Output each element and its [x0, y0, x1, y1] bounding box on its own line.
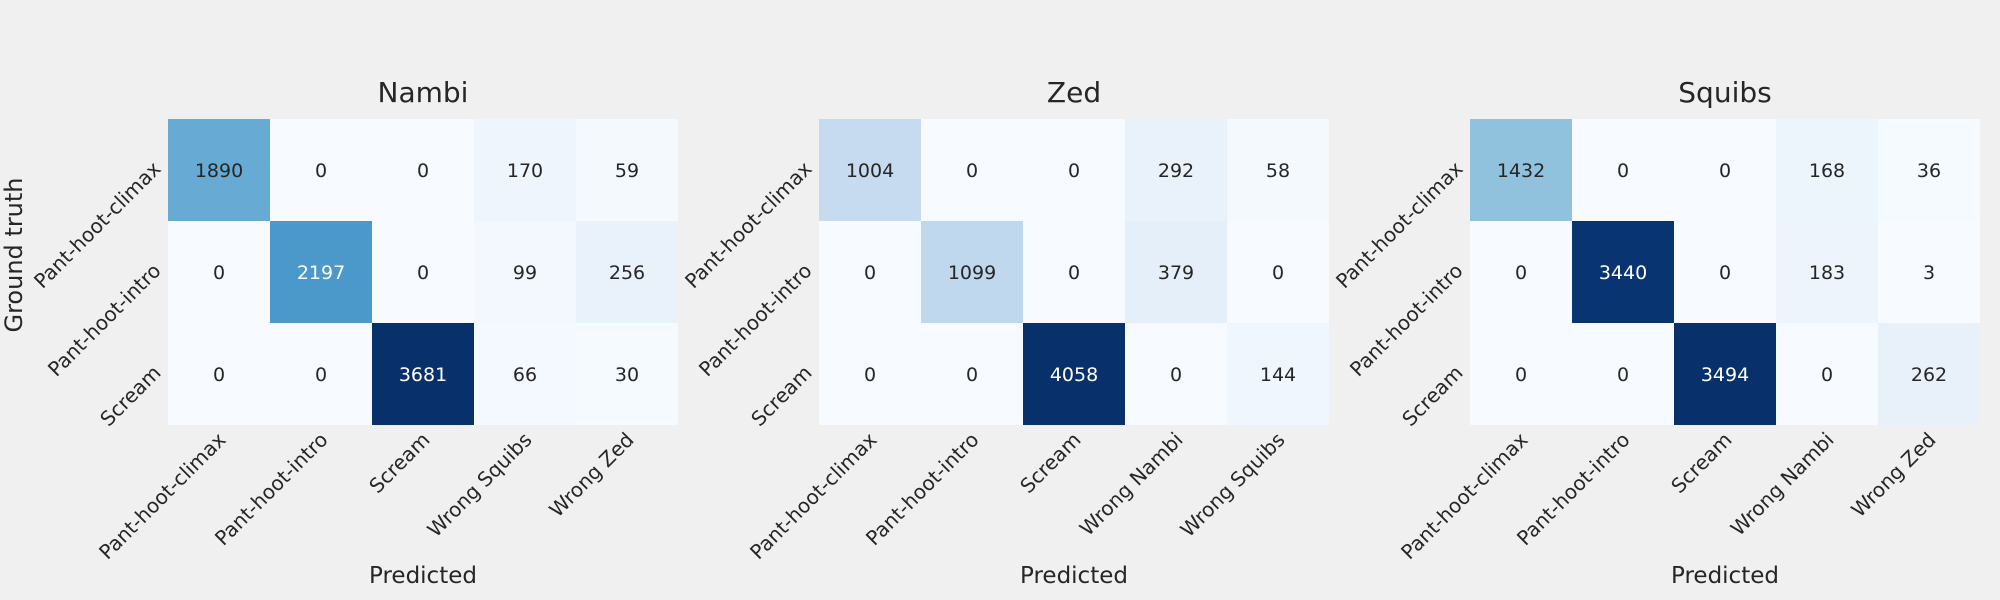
heatmap-cell: [1878, 221, 1980, 323]
cell-value-label: 0: [966, 364, 978, 386]
cell-value-label: 0: [315, 364, 327, 386]
cell-value-label: 0: [1719, 262, 1731, 284]
cell-value-label: 0: [1617, 364, 1629, 386]
heatmap-cell: [1878, 119, 1980, 221]
cell-value-label: 1004: [846, 160, 894, 182]
heatmap-cell: [168, 323, 270, 425]
heatmap-cell: [1470, 221, 1572, 323]
cell-value-label: 4058: [1050, 364, 1098, 386]
heatmap-cell: [474, 221, 576, 323]
cell-value-label: 3681: [399, 364, 447, 386]
heatmap-cell: [1572, 221, 1674, 323]
x-axis-label: Predicted: [369, 563, 477, 589]
heatmap-cell: [1776, 323, 1878, 425]
cell-value-label: 0: [213, 262, 225, 284]
cell-value-label: 0: [417, 160, 429, 182]
cell-value-label: 0: [864, 364, 876, 386]
heatmap-cell: [819, 323, 921, 425]
heatmap-cell: [1776, 119, 1878, 221]
heatmap-cell: [1470, 323, 1572, 425]
cell-value-label: 0: [1617, 160, 1629, 182]
heatmap-cell: [1023, 221, 1125, 323]
cell-value-label: 168: [1809, 160, 1845, 182]
cell-value-label: 0: [864, 262, 876, 284]
cell-value-label: 0: [966, 160, 978, 182]
heatmap-cell: [1023, 323, 1125, 425]
heatmap-cell: [1674, 119, 1776, 221]
cell-value-label: 0: [1170, 364, 1182, 386]
heatmap-cell: [1125, 221, 1227, 323]
heatmap-cell: [474, 323, 576, 425]
heatmap-cell: [1674, 323, 1776, 425]
heatmap-cell: [921, 119, 1023, 221]
cell-value-label: 144: [1260, 364, 1296, 386]
heatmap-cell: [1125, 119, 1227, 221]
heatmap-cell: [168, 221, 270, 323]
cell-value-label: 379: [1158, 262, 1194, 284]
heatmap-cell: [1125, 323, 1227, 425]
figure-ylabel: Ground truth: [0, 177, 28, 332]
cell-value-label: 3494: [1701, 364, 1749, 386]
heatmap-cell: [1572, 323, 1674, 425]
cell-value-label: 0: [1821, 364, 1833, 386]
heatmap-cell: [1776, 221, 1878, 323]
cell-value-label: 0: [1515, 262, 1527, 284]
heatmap-cell: [372, 323, 474, 425]
panel-title: Squibs: [1678, 76, 1771, 109]
cell-value-label: 0: [213, 364, 225, 386]
cell-value-label: 2197: [297, 262, 345, 284]
heatmap-cell: [168, 119, 270, 221]
cell-value-label: 183: [1809, 262, 1845, 284]
x-axis-label: Predicted: [1671, 563, 1779, 589]
heatmap-cell: [819, 119, 921, 221]
heatmap-cell: [1227, 119, 1329, 221]
heatmap-cell: [372, 119, 474, 221]
cell-value-label: 1099: [948, 262, 996, 284]
heatmap-cell: [576, 323, 678, 425]
cell-value-label: 0: [417, 262, 429, 284]
heatmap-cell: [1227, 221, 1329, 323]
heatmap-cell: [1674, 221, 1776, 323]
heatmap-cell: [1572, 119, 1674, 221]
cell-value-label: 58: [1266, 160, 1290, 182]
heatmap-cell: [270, 323, 372, 425]
heatmap-cell: [576, 221, 678, 323]
cell-value-label: 36: [1917, 160, 1941, 182]
heatmap-cell: [921, 323, 1023, 425]
panel-title: Zed: [1047, 76, 1101, 109]
heatmap-cell: [1470, 119, 1572, 221]
cell-value-label: 262: [1911, 364, 1947, 386]
cell-value-label: 0: [1515, 364, 1527, 386]
cell-value-label: 66: [513, 364, 537, 386]
heatmap-cell: [921, 221, 1023, 323]
heatmap-cell: [819, 221, 921, 323]
heatmap-cell: [474, 119, 576, 221]
heatmap-cell: [1878, 323, 1980, 425]
cell-value-label: 0: [315, 160, 327, 182]
heatmap-cell: [270, 119, 372, 221]
panel-title: Nambi: [378, 76, 469, 109]
cell-value-label: 99: [513, 262, 537, 284]
heatmap-cell: [270, 221, 372, 323]
cell-value-label: 0: [1068, 160, 1080, 182]
heatmap-cell: [576, 119, 678, 221]
cell-value-label: 1890: [195, 160, 243, 182]
cell-value-label: 0: [1068, 262, 1080, 284]
cell-value-label: 256: [609, 262, 645, 284]
cell-value-label: 30: [615, 364, 639, 386]
cell-value-label: 0: [1719, 160, 1731, 182]
cell-value-label: 59: [615, 160, 639, 182]
cell-value-label: 292: [1158, 160, 1194, 182]
x-axis-label: Predicted: [1020, 563, 1128, 589]
heatmap-cell: [1023, 119, 1125, 221]
cell-value-label: 3440: [1599, 262, 1647, 284]
cell-value-label: 3: [1923, 262, 1935, 284]
heatmap-cell: [372, 221, 474, 323]
cell-value-label: 170: [507, 160, 543, 182]
cell-value-label: 1432: [1497, 160, 1545, 182]
heatmap-cell: [1227, 323, 1329, 425]
cell-value-label: 0: [1272, 262, 1284, 284]
